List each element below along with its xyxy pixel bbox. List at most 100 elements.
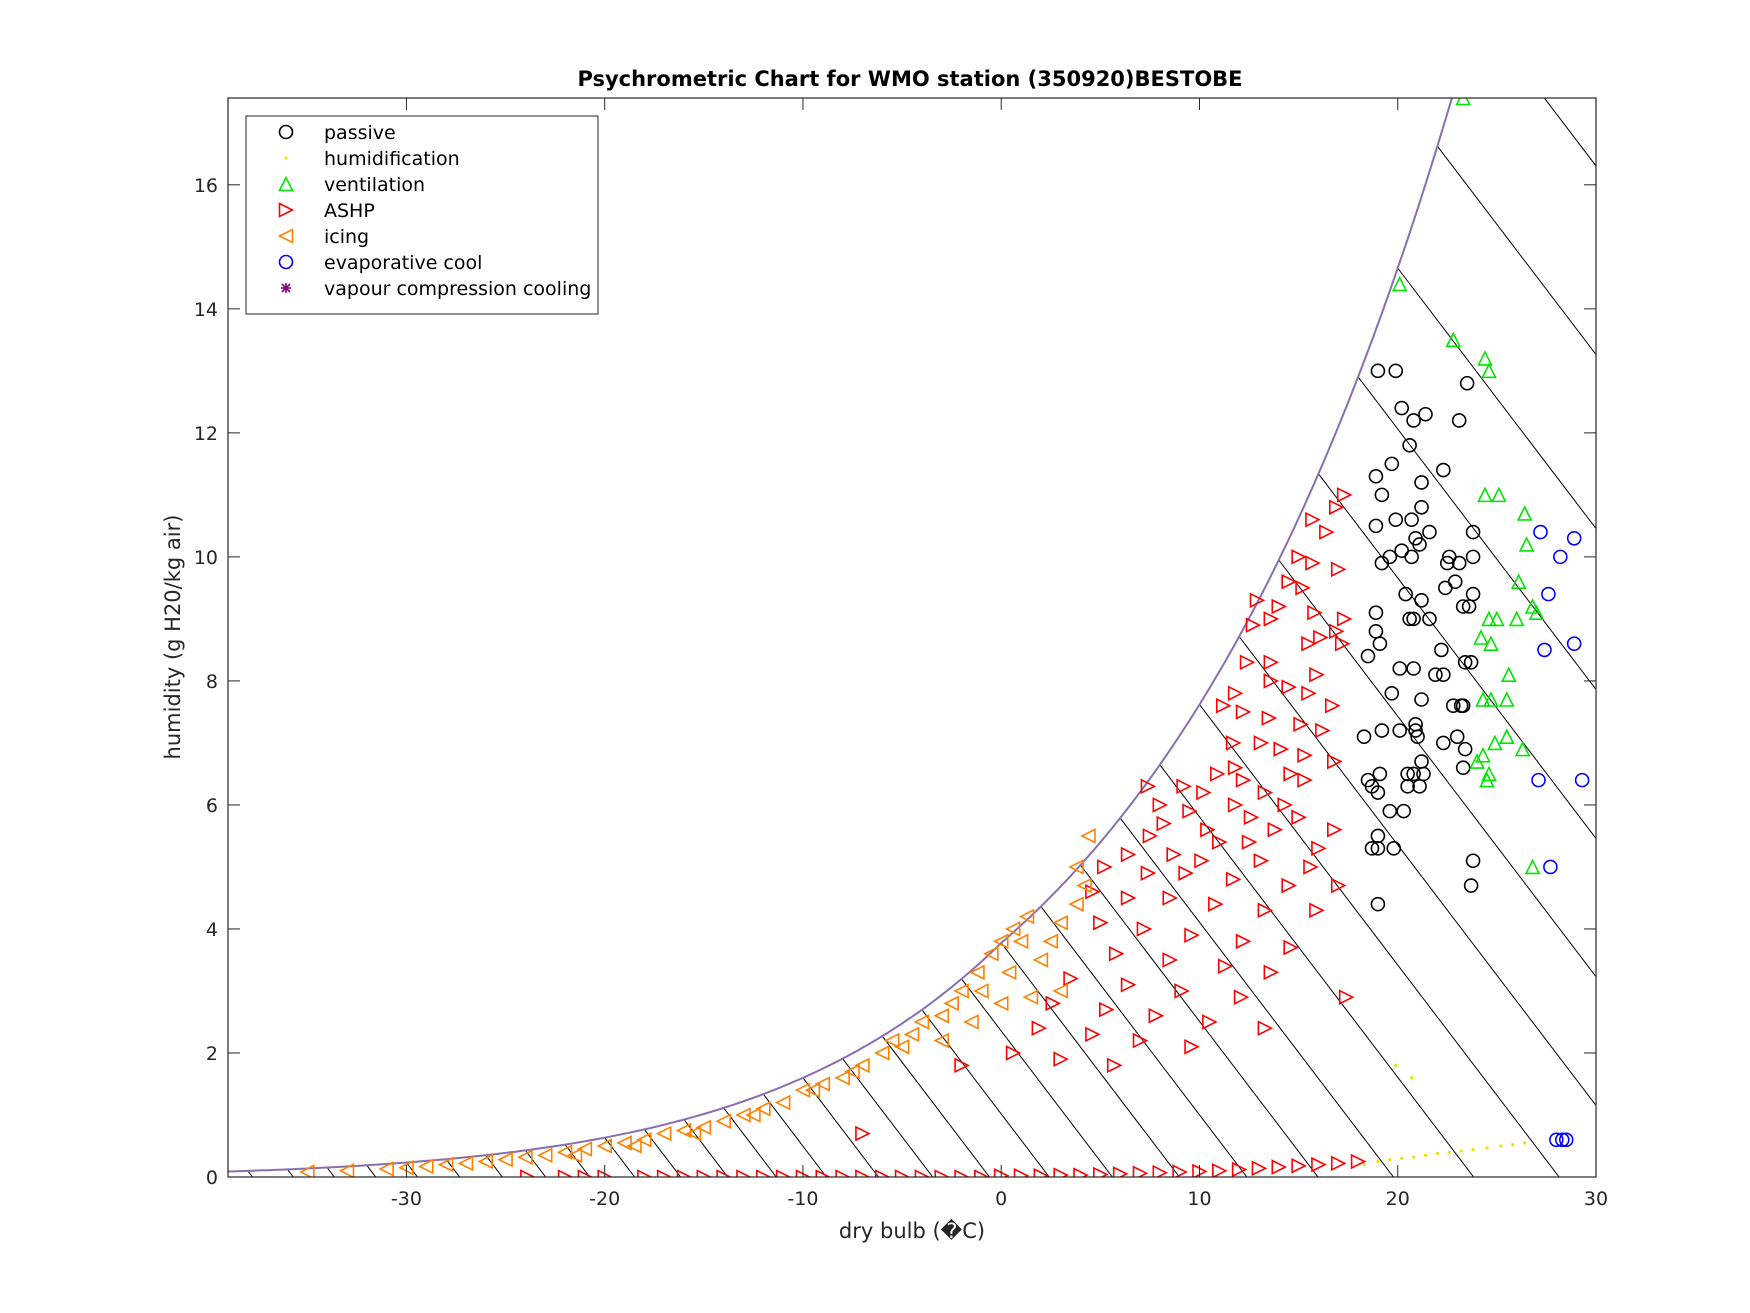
data-point: [1309, 902, 1325, 919]
data-point: [1516, 505, 1533, 521]
legend-box: [245, 115, 599, 315]
data-point: [1093, 914, 1109, 931]
data-point: [1364, 841, 1380, 856]
data-point: [1013, 1167, 1030, 1177]
data-point: [1080, 828, 1096, 844]
data-point: [1196, 784, 1212, 801]
data-point: [1481, 765, 1497, 782]
data-point: [1549, 1132, 1564, 1148]
data-point: [1301, 685, 1317, 702]
wet-bulb-line: [842, 1058, 934, 1177]
data-point: [1140, 778, 1157, 795]
data-point: [1475, 747, 1491, 763]
x-tick-label: -30: [391, 1188, 422, 1210]
data-point: [675, 1122, 692, 1139]
data-point: [1533, 524, 1548, 540]
data-point: [1309, 666, 1325, 683]
data-point: [577, 1169, 594, 1177]
data-point: [855, 1169, 871, 1177]
data-point: [1558, 1132, 1574, 1148]
wet-bulb-line: [1543, 98, 1596, 167]
data-point: [1408, 717, 1423, 732]
x-axis-label: dry bulb (�C): [839, 1218, 985, 1243]
data-point: [1394, 543, 1410, 558]
data-point: [1498, 691, 1515, 707]
data-point: [1400, 1156, 1404, 1160]
data-point: [1414, 475, 1429, 490]
wet-bulb-line: [1556, 0, 1750, 1177]
data-point: [1457, 655, 1473, 670]
x-tick-label: 0: [995, 1188, 1007, 1210]
data-point: [1511, 1143, 1515, 1147]
data-point: [1291, 809, 1307, 826]
data-point: [1402, 611, 1417, 627]
data-point: [1435, 1151, 1439, 1156]
data-point: [1566, 530, 1582, 546]
y-axis-label: humidity (g H20/kg air): [161, 515, 185, 760]
wet-bulb-line: [1278, 559, 1596, 978]
data-point: [536, 1147, 553, 1164]
data-point: [685, 1125, 702, 1142]
data-point: [1449, 729, 1465, 745]
data-point: [616, 1135, 632, 1151]
data-point: [1574, 772, 1590, 788]
data-point: [1360, 648, 1376, 664]
data-point: [1045, 995, 1062, 1012]
data-point: [1406, 661, 1421, 676]
data-point: [1068, 859, 1084, 875]
x-tick-label: 20: [1386, 1188, 1410, 1210]
data-point: [1475, 691, 1491, 707]
legend-marker: [278, 254, 294, 270]
legend-label: vapour compression cooling: [324, 278, 591, 300]
data-point: [1120, 976, 1137, 993]
data-point: [893, 1038, 910, 1055]
data-point: [1293, 716, 1309, 733]
wet-bulb-line: [326, 1167, 335, 1177]
data-point: [1481, 610, 1497, 627]
data-point: [1305, 555, 1321, 571]
data-point: [1465, 524, 1481, 540]
data-point: [969, 964, 985, 981]
data-point: [1301, 635, 1317, 652]
data-point: [1461, 599, 1477, 614]
x-tick-label: -20: [589, 1188, 620, 1210]
data-point: [1319, 524, 1335, 540]
data-point: [1063, 970, 1079, 987]
data-point: [1097, 859, 1113, 875]
data-point: [1400, 779, 1415, 794]
data-point: [477, 1153, 494, 1170]
data-point: [973, 983, 989, 999]
data-point: [1465, 853, 1481, 869]
data-point: [873, 1045, 890, 1061]
data-point: [1372, 636, 1388, 652]
data-point: [1398, 586, 1413, 602]
data-point: [963, 1014, 979, 1030]
data-point: [894, 1169, 911, 1177]
data-point: [1455, 98, 1471, 106]
data-point: [1303, 859, 1319, 875]
data-point: [1184, 1038, 1200, 1055]
data-point: [1052, 983, 1068, 999]
y-tick-label: 10: [194, 547, 218, 569]
data-point: [1518, 536, 1535, 552]
x-tick-label: -10: [787, 1188, 818, 1210]
y-tick-label: 0: [206, 1167, 218, 1189]
data-point: [1052, 914, 1068, 931]
data-point: [557, 1169, 574, 1177]
data-point: [1033, 1167, 1050, 1177]
series-ventilation: [1391, 98, 1545, 875]
wet-bulb-line: [1080, 864, 1319, 1177]
data-point: [1291, 1158, 1307, 1174]
data-point: [953, 983, 969, 999]
data-point: [874, 1169, 891, 1177]
data-point: [1162, 890, 1179, 906]
data-point: [1554, 1132, 1570, 1148]
wet-bulb-line: [1238, 636, 1596, 1107]
wet-bulb-line: [1199, 704, 1560, 1177]
data-point: [1459, 375, 1475, 391]
legend-label: icing: [324, 226, 369, 248]
data-point: [1416, 766, 1431, 782]
wet-bulb-line: [1119, 817, 1394, 1177]
data-point: [855, 1125, 871, 1142]
data-point: [1182, 803, 1198, 819]
